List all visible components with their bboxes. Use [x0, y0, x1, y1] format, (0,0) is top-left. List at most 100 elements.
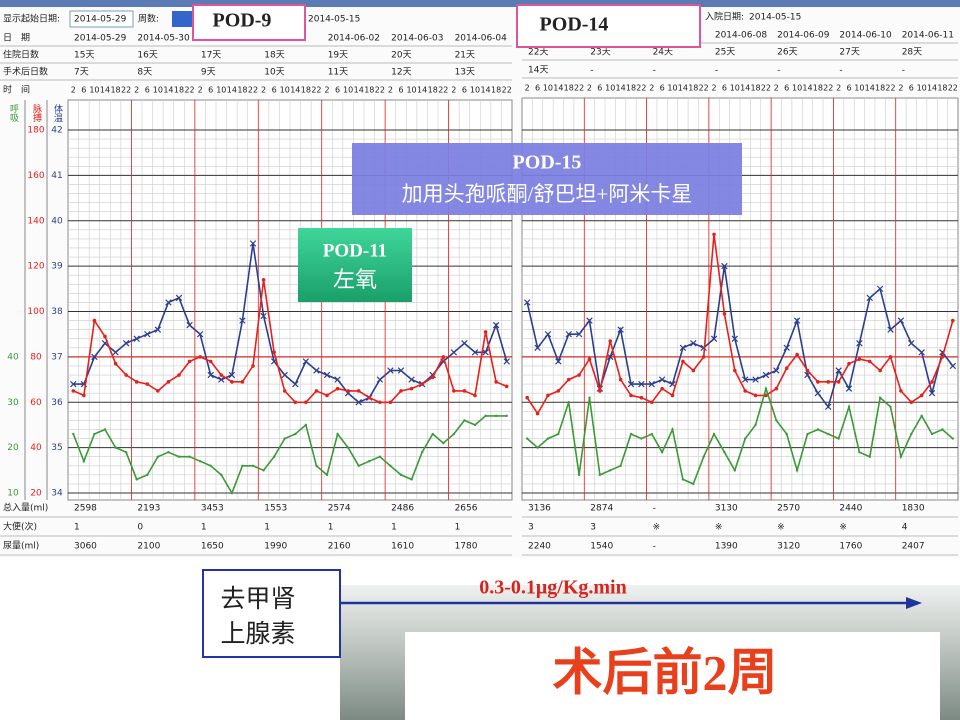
x-tick-label: 10: [543, 84, 553, 93]
x-tick-label: 14: [480, 86, 490, 95]
resp-point: [671, 428, 674, 431]
pulse-point: [826, 380, 831, 384]
pulse-point: [535, 411, 540, 416]
x-tick-label: 10: [605, 84, 615, 93]
x-tick-label: 2: [774, 84, 779, 93]
pulse-tick-label: 80: [30, 352, 42, 362]
pulse-point: [681, 359, 685, 364]
pulse-point: [399, 389, 403, 393]
temp-point: [679, 344, 687, 352]
admit-date-left: 2014-05-15: [308, 15, 360, 25]
pulse-point: [836, 380, 841, 384]
x-tick-label: 2: [587, 84, 592, 93]
temp-point: [773, 367, 780, 374]
pulse-point: [452, 389, 456, 393]
x-tick-label: 14: [290, 86, 300, 95]
resp-point: [629, 432, 633, 436]
series-line: [526, 385, 954, 485]
temp-point: [292, 380, 299, 388]
pulse-tick-label: 40: [30, 443, 42, 453]
resp-point: [177, 455, 181, 458]
resp-point: [868, 455, 871, 458]
row-label: 大便(次): [3, 521, 37, 533]
resp-point: [389, 464, 392, 467]
pulse-point: [494, 380, 498, 384]
resp-point: [837, 437, 840, 440]
pulse-point: [304, 400, 308, 405]
pulse-point: [378, 400, 382, 405]
x-tick-label: 18: [428, 86, 438, 95]
temp-point: [555, 358, 562, 365]
temp-point: [669, 380, 676, 388]
x-tick-label: 10: [730, 84, 740, 93]
table-cell: 1780: [455, 542, 478, 552]
table-cell: ※: [777, 523, 785, 533]
temp-point: [731, 335, 739, 342]
week-select[interactable]: [172, 11, 194, 27]
temp-point: [876, 285, 884, 293]
temp-point: [814, 389, 822, 397]
resp-point: [702, 455, 705, 458]
pulse-point: [156, 389, 160, 393]
pod14-box: [516, 4, 701, 48]
pulse-point: [546, 393, 550, 398]
table-cell: 3: [590, 523, 596, 533]
resp-tick-label: 10: [7, 489, 19, 499]
series-line: [72, 415, 507, 495]
pulse-point: [325, 393, 329, 398]
x-tick-label: 6: [660, 84, 665, 93]
temp-tick-label: 41: [51, 171, 62, 181]
x-tick-label: 6: [462, 86, 467, 95]
dose: 0.3-0.1μg/Kg.min: [479, 577, 626, 599]
resp-point: [251, 464, 255, 467]
temp-point: [710, 335, 718, 342]
pulse-point: [639, 395, 644, 400]
pulse-point: [774, 386, 779, 391]
table-cell: 20天: [391, 51, 411, 61]
table-cell: -: [653, 66, 656, 76]
resp-tick-label: 20: [7, 443, 19, 453]
resp-point: [878, 396, 882, 399]
table-cell: 2656: [455, 504, 478, 514]
pulse-point: [733, 368, 737, 373]
start-label: 显示起始日期:: [3, 13, 60, 25]
pulse-point: [103, 334, 107, 339]
resp-point: [484, 414, 487, 418]
pulse-point: [230, 380, 234, 384]
table-cell: 2014-06-11: [902, 31, 954, 41]
x-tick-label: 2: [71, 86, 76, 95]
x-tick-label: 6: [535, 84, 540, 93]
temp-point: [503, 358, 510, 365]
temp-point: [835, 367, 842, 374]
pulse-point: [608, 339, 613, 343]
date-input[interactable]: [69, 10, 134, 28]
x-tick-label: 6: [784, 84, 789, 93]
pulse-point: [525, 395, 529, 400]
resp-point: [640, 437, 643, 440]
temp-point: [482, 349, 489, 356]
table-cell: 17天: [201, 51, 221, 61]
caption-box: [405, 632, 940, 720]
pulse-point: [219, 373, 224, 377]
pulse-point: [867, 359, 872, 364]
x-tick-label: 18: [875, 84, 885, 93]
window-bar: [0, 0, 960, 7]
table-cell: 4: [902, 523, 908, 533]
table-cell: 1: [455, 523, 461, 533]
table-cell: 2440: [839, 504, 862, 514]
charts: 3435363738394041422040608010012014016018…: [0, 31, 959, 556]
x-tick-label: 2: [451, 86, 456, 95]
table-cell: 1830: [902, 504, 925, 514]
resp-point: [494, 414, 498, 418]
x-tick-label: 10: [854, 84, 864, 93]
x-tick-label: 10: [343, 86, 353, 95]
temp-point: [218, 376, 225, 383]
x-tick-label: 2: [388, 86, 393, 95]
table-cell: 8天: [137, 68, 152, 78]
pulse-point: [930, 380, 934, 384]
resp-point: [723, 450, 726, 454]
pulse-point: [272, 350, 276, 355]
table-cell: 2486: [391, 504, 414, 514]
pulse-point: [878, 368, 882, 373]
table-cell: 2014-06-08: [715, 31, 768, 41]
